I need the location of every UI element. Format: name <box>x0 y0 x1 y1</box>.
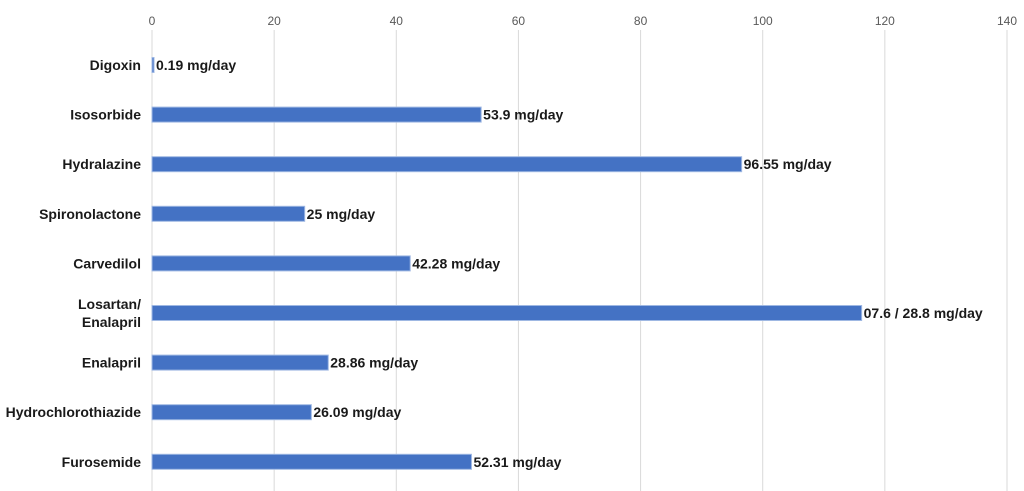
category-labels: Digoxin Isosorbide Hydralazine Spironolacto… <box>6 57 142 470</box>
data-labels: 0.19 mg/day 53.9 mg/day 96.55 mg/day 25 mg/… <box>156 57 983 470</box>
x-tick-label: 100 <box>753 14 773 28</box>
bar <box>151 453 472 470</box>
x-axis-ticks: 0 20 40 60 80 100 120 140 <box>149 14 1018 28</box>
data-label: 52.31 mg/day <box>473 454 561 470</box>
x-tick-label: 40 <box>390 14 404 28</box>
data-label: 0.19 mg/day <box>156 57 236 73</box>
data-label: 53.9 mg/day <box>483 107 563 123</box>
category-label: Enalapril <box>82 355 141 371</box>
x-tick-label: 120 <box>875 14 895 28</box>
bar <box>151 354 329 371</box>
category-label: Losartan/ <box>78 296 141 312</box>
data-label: 25 mg/day <box>307 206 376 222</box>
bar <box>151 404 312 421</box>
data-label: 96.55 mg/day <box>744 156 832 172</box>
data-label: 42.28 mg/day <box>412 255 500 271</box>
category-label: Hydrochlorothiazide <box>6 404 142 420</box>
x-tick-label: 20 <box>267 14 281 28</box>
bar <box>151 57 155 73</box>
category-label: Hydralazine <box>62 156 141 172</box>
category-label: Furosemide <box>62 454 142 470</box>
bar <box>151 255 411 272</box>
category-label: Enalapril <box>82 314 141 330</box>
bar <box>151 156 743 173</box>
data-label: 07.6 / 28.8 mg/day <box>864 305 983 321</box>
category-label: Digoxin <box>90 57 141 73</box>
data-label: 28.86 mg/day <box>330 355 418 371</box>
x-tick-label: 60 <box>512 14 526 28</box>
bar <box>151 305 863 321</box>
x-tick-label: 80 <box>634 14 648 28</box>
bars <box>151 57 863 470</box>
data-label: 26.09 mg/day <box>313 404 401 420</box>
category-label: Spironolactone <box>39 206 141 222</box>
x-tick-label: 0 <box>149 14 156 28</box>
x-tick-label: 140 <box>997 14 1017 28</box>
bar <box>151 106 482 123</box>
category-label: Carvedilol <box>73 255 141 271</box>
bar <box>151 205 306 222</box>
category-label: Isosorbide <box>70 107 141 123</box>
